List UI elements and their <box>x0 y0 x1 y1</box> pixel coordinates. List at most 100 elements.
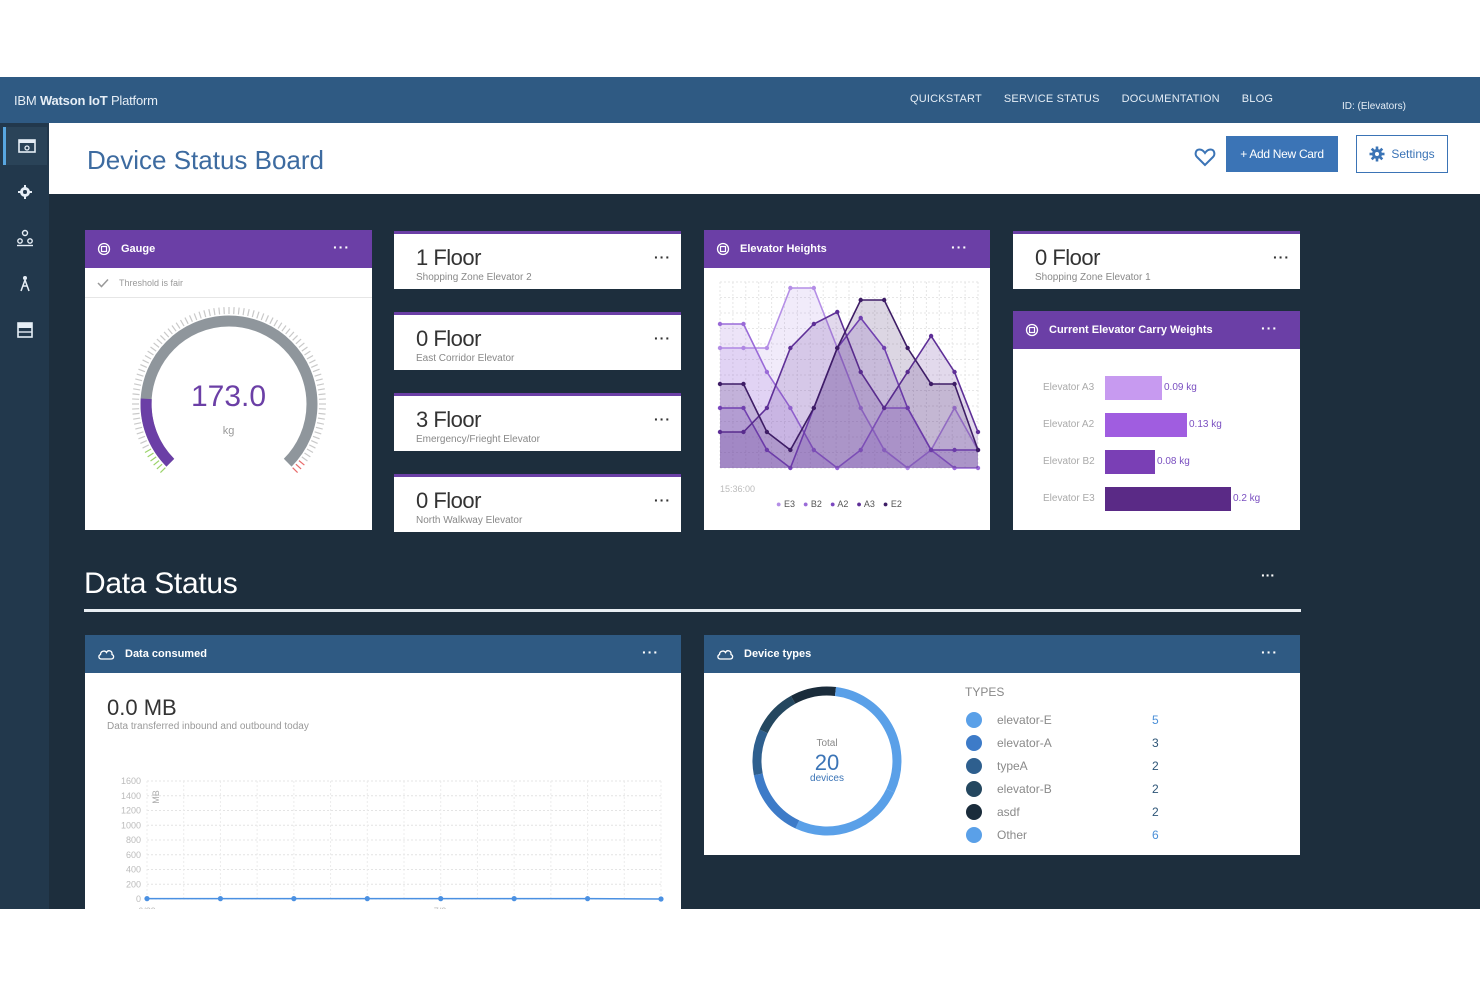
weight-bar[interactable] <box>1105 413 1187 437</box>
y-tick-label: 200 <box>126 879 141 889</box>
cloud-icon <box>717 650 734 660</box>
series-area <box>720 300 978 468</box>
chart-series <box>717 285 981 471</box>
nav-quickstart[interactable]: QUICKSTART <box>910 93 982 105</box>
series-point <box>741 381 746 387</box>
floor-value: 0 Floor <box>416 326 481 351</box>
gauge-tick <box>135 426 143 430</box>
sidebar-item-devices[interactable] <box>3 173 47 211</box>
gauge-tick <box>292 467 299 474</box>
card-menu-button[interactable]: ··· <box>654 330 671 346</box>
carry-weights-header: Current Elevator Carry Weights ··· <box>1013 311 1300 349</box>
weight-row: Elevator B2 0.08 kg <box>1013 450 1300 474</box>
series-point <box>905 345 910 351</box>
type-count: 2 <box>1152 805 1159 819</box>
series-point <box>741 321 746 327</box>
legend-item[interactable]: ● A2 <box>830 499 848 509</box>
card-menu-button[interactable]: ··· <box>654 492 671 508</box>
series-point <box>788 285 793 291</box>
data-consumed-chart: 1600 1400 1200 1000 800 600 400 200 0 MB 6/29 7/3 <box>121 776 664 909</box>
card-menu-button[interactable]: ··· <box>951 239 968 255</box>
legend-item[interactable]: ● E2 <box>883 499 902 509</box>
weight-value: 0.2 kg <box>1233 493 1261 504</box>
x-tick-label: 6/29 <box>138 906 156 909</box>
type-legend-row[interactable]: typeA 2 <box>704 756 1204 776</box>
carry-weights-chart: Elevator A3 0.09 kg Elevator A2 0.13 kg Elev… <box>1013 311 1300 530</box>
section-menu-button[interactable]: ··· <box>1261 567 1275 583</box>
type-count: 3 <box>1152 736 1159 750</box>
card-menu-button[interactable]: ··· <box>654 249 671 265</box>
nav-blog[interactable]: BLOG <box>1241 93 1274 105</box>
series-point <box>584 896 591 902</box>
brand-suffix: Platform <box>110 93 158 108</box>
weight-row: Elevator E3 0.2 kg <box>1013 487 1300 511</box>
weight-bar[interactable] <box>1105 487 1231 511</box>
data-consumed-card: Data consumed ··· 0.0 MB Data transferre… <box>85 635 681 909</box>
donut-slice <box>790 686 837 704</box>
data-consumed-subtitle: Data transferred inbound and outbound to… <box>107 721 309 732</box>
type-name: typeA <box>997 759 1028 773</box>
nav-service-status[interactable]: SERVICE STATUS <box>1003 93 1100 105</box>
gauge-tick <box>159 334 166 341</box>
gauge-tick <box>312 435 320 440</box>
type-color-dot <box>966 712 982 728</box>
series-point <box>764 405 770 411</box>
heart-icon <box>1194 148 1216 167</box>
series-point <box>741 345 746 351</box>
floor-card: 0 Floor North Walkway Elevator ··· <box>394 474 681 532</box>
gauge-dial <box>132 307 326 474</box>
card-menu-button[interactable]: ··· <box>333 239 350 255</box>
weight-value: 0.09 kg <box>1164 382 1197 393</box>
gauge-tick <box>144 448 152 454</box>
sidebar-item-boards[interactable] <box>3 127 47 165</box>
gauge-fill <box>140 398 175 467</box>
series-point <box>717 405 723 411</box>
floor-value: 3 Floor <box>416 407 481 432</box>
add-new-card-button[interactable]: + Add New Card <box>1226 136 1338 172</box>
type-legend-row[interactable]: asdf 2 <box>704 802 1204 822</box>
card-menu-button[interactable]: ··· <box>654 411 671 427</box>
brand-prefix: IBM <box>14 93 37 108</box>
favorite-button[interactable] <box>1193 145 1217 169</box>
gauge-tick <box>317 417 325 420</box>
nav-documentation[interactable]: DOCUMENTATION <box>1121 93 1220 105</box>
gauge-tick <box>167 328 173 335</box>
sidebar-item-usage[interactable] <box>3 311 47 349</box>
gauge-tick <box>256 311 260 319</box>
weight-bar[interactable] <box>1105 450 1155 474</box>
type-legend-row[interactable]: Other 6 <box>704 825 1204 845</box>
series-point <box>952 381 957 387</box>
legend-item[interactable]: ● E3 <box>776 499 795 509</box>
sidebar-item-members[interactable] <box>3 219 47 257</box>
weight-bar[interactable] <box>1105 376 1162 400</box>
gauge-tick <box>175 322 181 329</box>
series-point <box>975 465 981 471</box>
type-legend-row[interactable]: elevator-E 5 <box>704 710 1204 730</box>
series-point <box>658 896 664 902</box>
card-menu-button[interactable]: ··· <box>1261 320 1278 336</box>
gauge-tick <box>213 308 216 316</box>
card-menu-button[interactable]: ··· <box>1273 249 1290 265</box>
type-legend-row[interactable]: elevator-B 2 <box>704 779 1204 799</box>
legend-item[interactable]: ● A3 <box>856 499 874 509</box>
elevator-name: Shopping Zone Elevator 2 <box>416 272 532 283</box>
gauge-tick <box>247 308 250 317</box>
gauge-tick <box>132 393 140 396</box>
type-legend-row[interactable]: elevator-A 3 <box>704 733 1204 753</box>
elevator-heights-chart <box>717 281 981 471</box>
floor-value: 1 Floor <box>416 245 481 270</box>
gauge-tick <box>150 456 157 462</box>
legend-item[interactable]: ● B2 <box>803 499 822 509</box>
card-menu-button[interactable]: ··· <box>642 644 659 660</box>
settings-button[interactable]: Settings <box>1356 135 1448 173</box>
sidebar-item-rules[interactable] <box>3 265 47 303</box>
org-id-label[interactable]: ID: (Elevators) <box>1342 101 1406 112</box>
gauge-tick <box>208 308 211 317</box>
series-point <box>811 321 817 327</box>
y-tick-label: 1400 <box>121 791 141 801</box>
members-icon <box>17 229 33 247</box>
card-menu-button[interactable]: ··· <box>1261 644 1278 660</box>
gauge-tick <box>203 310 207 318</box>
gauge-card-header: Gauge ··· <box>85 230 372 268</box>
brand-logo[interactable]: IBM Watson IoT Platform <box>14 93 158 108</box>
